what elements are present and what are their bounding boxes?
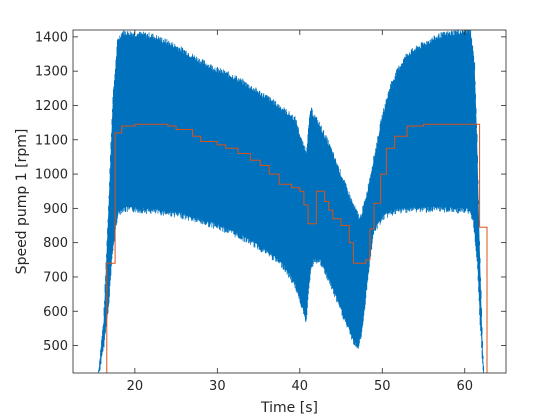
x-tick-label: 60 bbox=[456, 379, 473, 394]
y-tick-label: 1100 bbox=[35, 133, 68, 148]
plot-area bbox=[98, 30, 488, 373]
x-axis-label: Time [s] bbox=[260, 400, 318, 416]
y-tick-label: 1300 bbox=[35, 65, 68, 80]
x-tick-label: 20 bbox=[127, 379, 144, 394]
reference-speed-line bbox=[106, 123, 488, 373]
x-tick-label: 40 bbox=[292, 379, 309, 394]
x-tick-label: 50 bbox=[374, 379, 391, 394]
y-tick-label: 800 bbox=[43, 236, 68, 251]
y-tick-label: 1200 bbox=[35, 99, 68, 114]
axes: 20 30 40 50 60 500 600 700 800 900 1000 1100 1200 130… bbox=[35, 29, 507, 394]
y-axis-label: Speed pump 1 [rpm] bbox=[14, 129, 30, 275]
axes-box bbox=[72, 29, 507, 374]
y-tick-label: 1400 bbox=[35, 30, 68, 45]
y-tick-label: 1000 bbox=[35, 168, 68, 183]
y-tick-label: 600 bbox=[43, 305, 68, 320]
y-tick-label: 900 bbox=[43, 202, 68, 217]
measured-speed-band bbox=[98, 33, 484, 373]
x-tick-label: 30 bbox=[209, 379, 226, 394]
y-tick-label: 500 bbox=[43, 339, 68, 354]
y-tick-label: 700 bbox=[43, 270, 68, 285]
